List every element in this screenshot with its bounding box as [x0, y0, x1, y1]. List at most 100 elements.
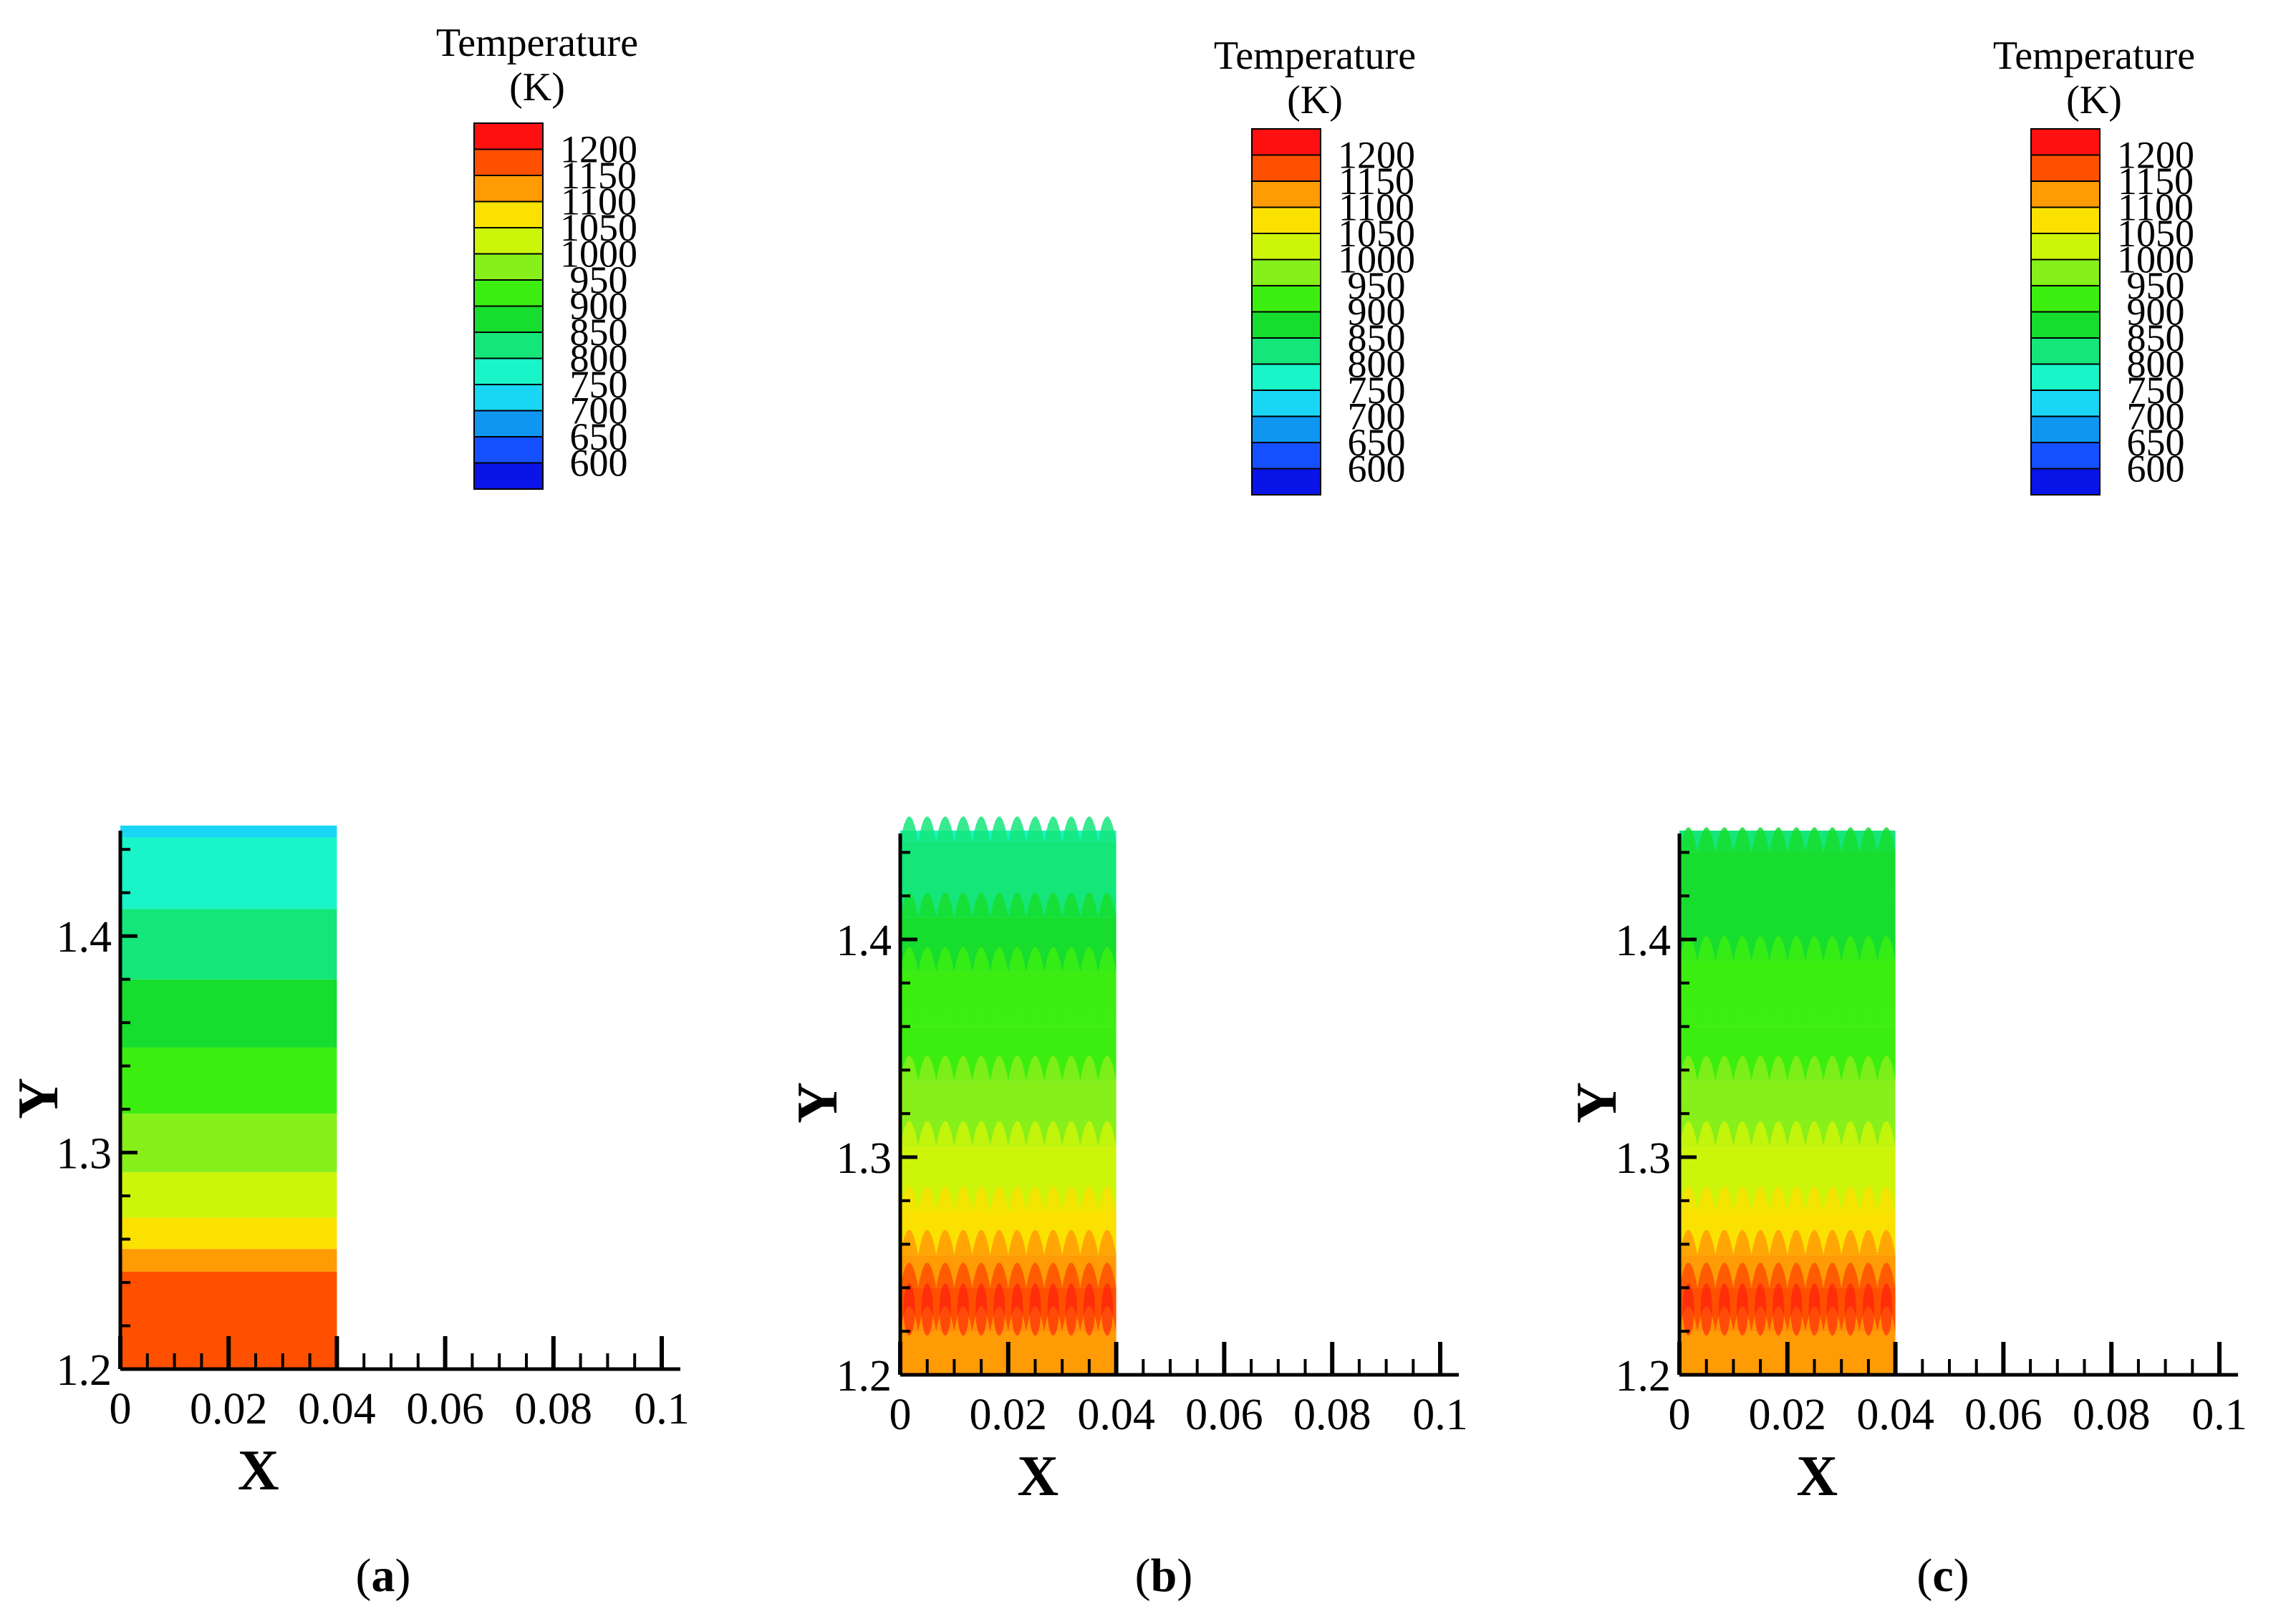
x-tick-label: 0.08 — [2073, 1391, 2151, 1439]
contour-band — [900, 1212, 1117, 1255]
hot-finger — [1808, 1283, 1820, 1336]
contour-interface — [1679, 936, 1896, 962]
legend-swatch — [473, 148, 544, 176]
legend-swatch — [1251, 285, 1321, 313]
y-tick-label: 1.3 — [57, 1130, 112, 1179]
x-tick-label: 0.02 — [1749, 1391, 1827, 1439]
legend-swatch — [2030, 415, 2101, 443]
contour-interface — [900, 1229, 1117, 1255]
y-tick-label: 1.2 — [836, 1352, 892, 1401]
y-tick-label: 1.2 — [1616, 1352, 1672, 1401]
legend-title: Temperature — [436, 21, 638, 65]
contour-interface — [900, 947, 1117, 972]
legend-units: (K) — [2066, 78, 2122, 122]
legend-level-label: 800 — [1348, 343, 1406, 386]
legend-level-label: 700 — [570, 390, 628, 432]
contour-band — [1679, 852, 1896, 896]
contour-band — [120, 837, 337, 909]
x-tick-label: 0.08 — [515, 1385, 593, 1434]
y-tick-label: 1.3 — [836, 1134, 892, 1183]
legend-level-label: 950 — [2127, 264, 2185, 307]
panel-caption: (b) — [1135, 1550, 1193, 1602]
contour-band — [1679, 1255, 1896, 1288]
hot-finger — [993, 1283, 1005, 1336]
legend-level-label: 1050 — [560, 206, 637, 249]
legend-level-label: 1100 — [561, 180, 637, 223]
legend-swatch — [2030, 311, 2101, 339]
legend-swatch — [473, 253, 544, 281]
legend-swatch — [2030, 233, 2101, 261]
contour-interface — [1679, 871, 1896, 896]
contour-band — [900, 917, 1117, 972]
hot-finger — [903, 1283, 915, 1336]
panel-b: 0 0.02 0.04 0.06 0.08 0.1 1.2 1.3 1.4 X Y Temperatu… — [786, 34, 1468, 1602]
legend-level-label: 750 — [2127, 369, 2185, 412]
contour-interface — [1679, 1229, 1896, 1255]
legend-swatch — [2030, 285, 2101, 313]
legend-level-label: 900 — [2127, 291, 2185, 334]
contour-interface — [1679, 1055, 1896, 1081]
legend-swatch — [473, 462, 544, 490]
legend-level-label: 850 — [2127, 316, 2185, 359]
legend-level-label: 900 — [1348, 291, 1406, 334]
hot-finger — [1755, 1283, 1767, 1336]
legend-level-label: 650 — [570, 415, 628, 458]
contour-band — [900, 1081, 1117, 1146]
legend: Temperature(K) 12001150110010501000950900… — [436, 21, 638, 490]
panel-a: 0 0.02 0.04 0.06 0.08 0.1 1.2 1.3 1.4 X Y Temperatu… — [7, 21, 690, 1602]
hot-finger — [1029, 1283, 1041, 1336]
x-tick-label: 0.02 — [970, 1391, 1048, 1439]
contour-interface — [900, 1055, 1117, 1081]
contour-band — [120, 1217, 337, 1250]
contour-interface — [900, 892, 1117, 918]
legend-swatch — [2030, 154, 2101, 182]
legend-level-label: 1000 — [1338, 238, 1415, 281]
contour-band — [1679, 1146, 1896, 1212]
contour-band — [900, 841, 1117, 918]
legend-level-label: 1100 — [1339, 186, 1414, 229]
contour-band — [120, 979, 337, 1048]
contour-band — [1679, 961, 1896, 1027]
hot-finger — [1844, 1283, 1856, 1336]
legend-level-label: 750 — [570, 363, 628, 406]
hot-finger — [1826, 1283, 1838, 1336]
legend-level-label: 1150 — [1339, 160, 1414, 203]
x-tick-label: 0 — [110, 1385, 132, 1434]
legend-level-label: 650 — [2127, 421, 2185, 464]
legend-level-label: 1050 — [1338, 212, 1415, 255]
hot-finger — [921, 1283, 933, 1336]
legend-level-label: 800 — [2127, 343, 2185, 386]
legend-title: Temperature — [1993, 34, 2195, 78]
contour-interface — [1679, 827, 1896, 853]
hot-finger — [957, 1283, 970, 1336]
hot-finger — [1682, 1283, 1694, 1336]
legend-swatch — [473, 200, 544, 228]
contour-band — [900, 972, 1117, 1027]
contour-interface — [1679, 1262, 1896, 1288]
legend-swatch — [473, 305, 544, 333]
hot-finger — [1047, 1283, 1059, 1336]
hot-finger — [1700, 1283, 1712, 1336]
legend-units: (K) — [509, 65, 565, 110]
legend-swatch — [2030, 180, 2101, 208]
contour-interface — [1679, 1186, 1896, 1212]
hot-finger — [1083, 1283, 1095, 1336]
x-tick-label: 0.04 — [1856, 1391, 1934, 1439]
legend-swatch — [1251, 311, 1321, 339]
legend-level-label: 600 — [570, 442, 628, 485]
hot-finger — [1880, 1283, 1893, 1336]
legend-swatch — [1251, 128, 1321, 156]
y-axis-title: Y — [786, 1082, 849, 1123]
x-axis-title: X — [1017, 1445, 1058, 1508]
contour-band — [900, 1255, 1117, 1288]
contour-band — [120, 909, 337, 980]
contour-band — [900, 1026, 1117, 1081]
x-tick-label: 0.02 — [190, 1385, 268, 1434]
hot-finger — [975, 1283, 988, 1336]
contour-band — [120, 1113, 337, 1172]
legend-level-label: 1100 — [2118, 186, 2194, 229]
legend-swatch — [2030, 363, 2101, 391]
legend-swatch — [1251, 154, 1321, 182]
hot-finger — [1101, 1283, 1114, 1336]
contour-band — [120, 1249, 337, 1272]
